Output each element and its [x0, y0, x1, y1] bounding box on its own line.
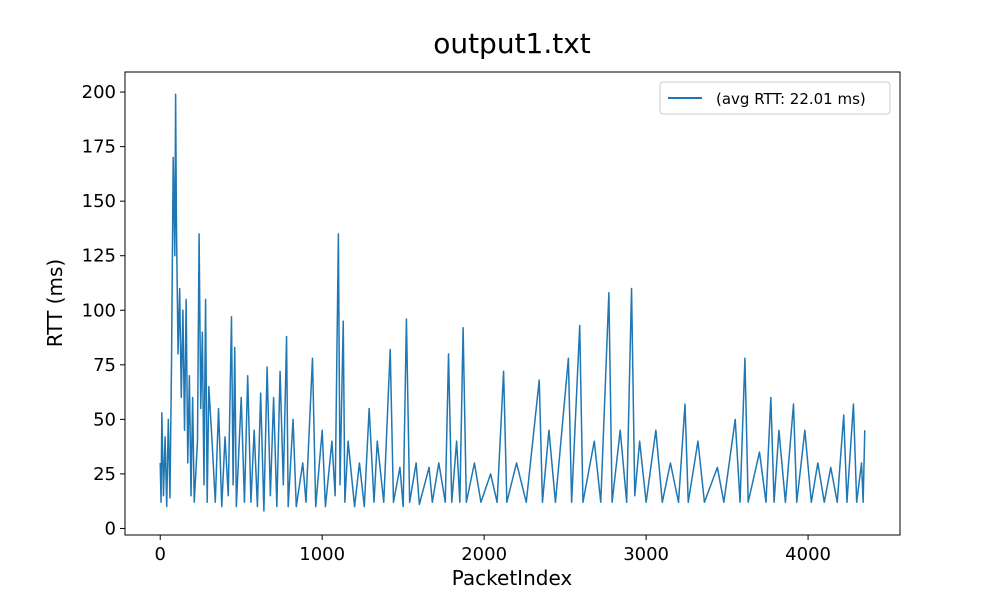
y-axis-label: RTT (ms) [43, 259, 67, 347]
legend-box [659, 81, 891, 115]
y-tick-label: 125 [82, 246, 116, 267]
plot-frame [124, 71, 901, 536]
y-tick-label: 0 [105, 518, 116, 539]
x-tick-label: 0 [155, 544, 166, 565]
chart-title: output1.txt [433, 27, 591, 60]
data-line [159, 93, 866, 512]
y-tick-label: 100 [82, 300, 116, 321]
x-tick-label: 4000 [785, 544, 831, 565]
y-tick-label: 175 [82, 137, 116, 158]
y-tick-label: 200 [82, 82, 116, 103]
y-tick-label: 50 [93, 409, 116, 430]
x-tick-label: 2000 [461, 544, 507, 565]
x-axis-label: PacketIndex [452, 566, 573, 590]
y-tick-label: 75 [93, 355, 116, 376]
x-tick-label: 1000 [299, 544, 345, 565]
y-tick-label: 25 [93, 464, 116, 485]
x-tick-label: 3000 [623, 544, 669, 565]
legend-label: (avg RTT: 22.01 ms) [716, 90, 866, 108]
y-tick-label: 150 [82, 191, 116, 212]
